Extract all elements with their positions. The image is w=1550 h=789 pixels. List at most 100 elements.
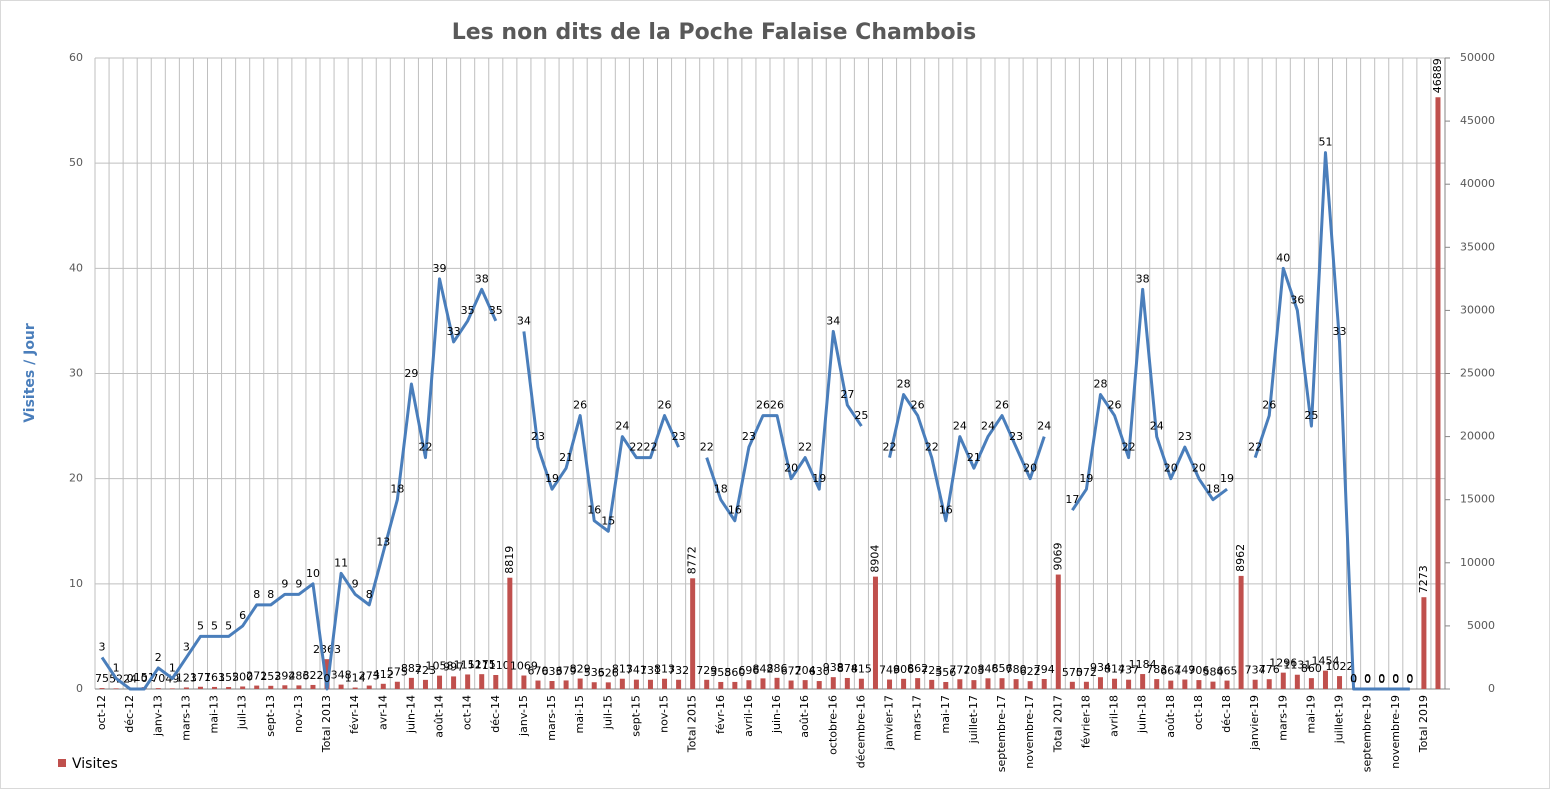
- line-value-label: 21: [967, 451, 981, 464]
- line-value-label: 8: [253, 588, 260, 601]
- bar-value-label: 741: [626, 664, 647, 677]
- bar-value-label: 1296: [1269, 657, 1297, 670]
- bar-value-label: 846: [977, 662, 998, 675]
- x-tick-label: janvier-19: [1248, 695, 1261, 751]
- line-value-label: 35: [461, 304, 475, 317]
- bar-value-label: 560: [724, 666, 745, 679]
- bar-value-label: 672: [781, 665, 802, 678]
- y-tick-label: 0: [76, 682, 83, 695]
- bar-value-label: 814: [1104, 663, 1125, 676]
- x-tick-label: nov-15: [658, 695, 671, 733]
- x-tick-label: octobre-16: [826, 695, 839, 755]
- x-tick-label: Total 2015: [686, 695, 699, 753]
- line-value-label: 34: [826, 314, 840, 327]
- line-value-label: 39: [433, 262, 447, 275]
- line-value-label: 0: [141, 672, 148, 685]
- line-value-label: 29: [404, 367, 418, 380]
- bar: [872, 576, 878, 689]
- line-value-label: 18: [390, 483, 404, 496]
- bar: [901, 678, 907, 689]
- bar: [408, 677, 414, 689]
- bar: [1126, 679, 1132, 689]
- legend-label: Visites: [72, 756, 118, 772]
- x-tick-label: mai-19: [1304, 695, 1317, 733]
- x-tick-label: mars-19: [1276, 695, 1289, 741]
- bar-value-label: 862: [907, 662, 928, 675]
- bar: [662, 678, 668, 689]
- bar-value-label: 575: [387, 666, 408, 679]
- x-tick-label: novembre-19: [1389, 695, 1402, 769]
- x-tick-label: Total 2019: [1417, 695, 1430, 753]
- line-value-label: 28: [897, 378, 911, 391]
- bar: [479, 674, 485, 689]
- x-tick-label: févr-14: [348, 695, 361, 734]
- bar-value-label: 1454: [1311, 655, 1339, 668]
- x-tick-label: déc-18: [1220, 695, 1233, 733]
- x-tick-label: sept-15: [629, 695, 642, 737]
- line-value-label: 0: [127, 672, 134, 685]
- y-tick-label: 40: [69, 261, 83, 274]
- x-tick-label: nov-13: [292, 695, 305, 733]
- bar: [1027, 681, 1033, 689]
- line-value-label: 9: [295, 577, 302, 590]
- bar-value-label: 558: [710, 666, 731, 679]
- y2-tick-label: 50000: [1460, 51, 1495, 64]
- bar-value-label: 806: [893, 663, 914, 676]
- bar-value-label: 934: [1090, 661, 1111, 674]
- x-tick-label: janvier-17: [883, 695, 896, 751]
- bar: [985, 678, 991, 689]
- x-tick-label: mars-17: [911, 695, 924, 741]
- bar-value-label: 815: [851, 663, 872, 676]
- line-value-label: 22: [883, 441, 897, 454]
- bar-value-label: 412: [373, 668, 394, 681]
- bar-value-label: 294: [274, 669, 295, 682]
- bar-value-label: 286: [288, 669, 309, 682]
- x-tick-label: oct-18: [1192, 695, 1205, 730]
- y2-tick-label: 5000: [1467, 619, 1495, 632]
- line-value-label: 0: [1350, 672, 1357, 685]
- y2-tick-label: 30000: [1460, 303, 1495, 316]
- x-tick-label: août-18: [1164, 695, 1177, 738]
- bar: [1055, 574, 1061, 689]
- line-value-label: 5: [197, 619, 204, 632]
- bar: [493, 674, 499, 689]
- x-tick-label: mai-15: [573, 695, 586, 733]
- bar: [507, 577, 513, 689]
- bar-value-label: 794: [1034, 663, 1055, 676]
- bar-value-label: 749: [1174, 664, 1195, 677]
- bar-value-label: 723: [921, 664, 942, 677]
- bar: [394, 681, 400, 689]
- bar-value-label: 813: [612, 663, 633, 676]
- x-tick-label: avril-16: [742, 695, 755, 737]
- line-value-label: 24: [981, 420, 995, 433]
- line-value-label: 23: [1009, 430, 1023, 443]
- bar-value-label: 696: [738, 664, 759, 677]
- line-value-label: 10: [306, 567, 320, 580]
- line-value-label: 18: [714, 483, 728, 496]
- chart-title: Les non dits de la Poche Falaise Chamboi…: [452, 20, 977, 45]
- bar: [563, 680, 569, 689]
- bar: [1069, 681, 1075, 689]
- y2-tick-label: 0: [1488, 682, 1495, 695]
- bar: [1337, 676, 1343, 689]
- bar: [999, 678, 1005, 689]
- bar: [1224, 680, 1230, 689]
- x-tick-label: juillet-17: [967, 695, 980, 744]
- line: [100, 151, 1410, 691]
- line-value-label: 15: [601, 514, 615, 527]
- line-value-label: 16: [939, 504, 953, 517]
- y2-tick-label: 10000: [1460, 556, 1495, 569]
- line-value-label: 51: [1318, 136, 1332, 149]
- bar-value-label: 829: [570, 663, 591, 676]
- bar-value-label: 813: [654, 663, 675, 676]
- y2-tick-label: 20000: [1460, 430, 1495, 443]
- y2-tick-label: 45000: [1460, 114, 1495, 127]
- bar: [169, 688, 175, 689]
- x-tick-label: décembre-16: [854, 695, 867, 768]
- bar: [788, 680, 794, 689]
- line-value-label: 40: [1276, 251, 1290, 264]
- x-tick-label: janv-13: [151, 695, 164, 737]
- bar-value-label: 1131: [1283, 659, 1311, 672]
- line-value-label: 6: [239, 609, 246, 622]
